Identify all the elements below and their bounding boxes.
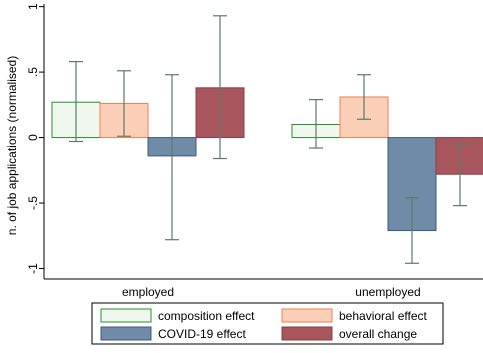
legend-label: overall change (339, 327, 417, 341)
y-axis-title: n. of job applications (normalised) (5, 56, 19, 235)
error-bar (453, 143, 467, 207)
legend-swatch (100, 308, 152, 323)
y-tick-label: 0 (26, 134, 40, 141)
error-bar (405, 197, 419, 264)
x-group-label: employed (122, 285, 174, 299)
plot-area (51, 15, 483, 264)
legend-swatch (281, 326, 333, 341)
legend: composition effect behavioral effect COVID… (91, 302, 444, 345)
y-tick-label: -.5 (26, 196, 40, 210)
y-tick-label: 1 (26, 3, 40, 10)
y-tick-label: -1 (26, 263, 40, 274)
error-bar (213, 15, 227, 160)
legend-swatch (281, 308, 333, 323)
axes: -1 -.5 0 .5 1 n. of job applications (normali… (5, 3, 483, 299)
error-bar (357, 74, 371, 120)
error-bar (117, 70, 131, 137)
legend-swatch (100, 326, 152, 341)
legend-label: COVID-19 effect (158, 327, 246, 341)
x-group-label: unemployed (355, 285, 420, 299)
legend-label: composition effect (158, 309, 255, 323)
error-bar (69, 61, 83, 143)
error-bar (165, 74, 179, 241)
y-tick-label: .5 (26, 67, 40, 77)
error-bar (309, 98, 323, 149)
legend-label: behavioral effect (339, 309, 428, 323)
